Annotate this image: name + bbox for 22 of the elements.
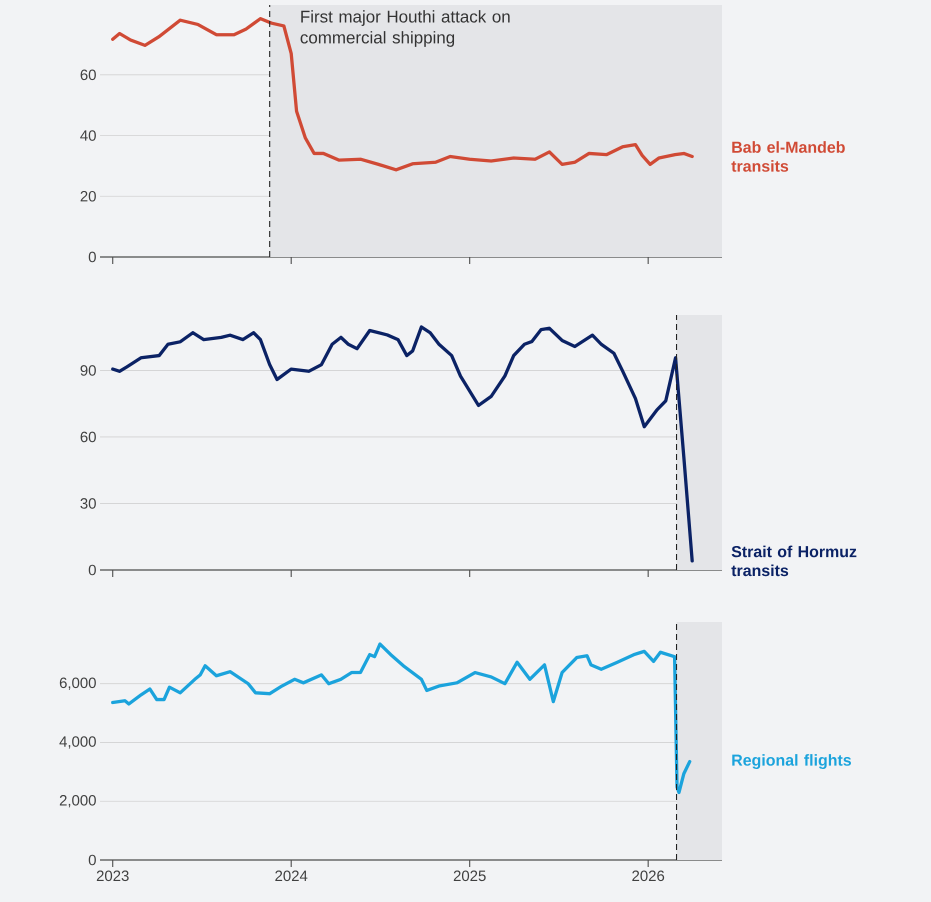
y-tick-label: 0 <box>88 564 96 576</box>
y-tick-label: 30 <box>80 498 96 509</box>
y-tick-label: 60 <box>80 70 96 80</box>
line-series <box>111 325 694 563</box>
x-tick-label: 2025 <box>454 870 486 882</box>
y-tick-label: 40 <box>80 130 96 141</box>
text: Bab el-Mandeb transits <box>731 141 845 172</box>
y-tick-label: 0 <box>88 854 96 866</box>
x-tick-label: 2024 <box>275 870 308 882</box>
x-tick-label: 2026 <box>632 870 664 882</box>
y-tick-label: 4,000 <box>59 736 96 749</box>
y-tick-label: 60 <box>80 432 96 442</box>
y-tick-label: 20 <box>80 190 96 202</box>
line-series <box>111 642 692 794</box>
text: Strait of Hormuz transits <box>731 546 856 576</box>
text: Regional flights <box>732 754 851 770</box>
y-tick-label: 0 <box>88 252 96 262</box>
y-tick-label: 6,000 <box>60 678 96 690</box>
y-tick-label: 2,000 <box>60 795 96 808</box>
x-tick-label: 2023 <box>96 870 129 882</box>
y-tick-label: 90 <box>80 365 96 376</box>
ref-line-label: First major Houthi attack on commercial shipping <box>300 10 510 47</box>
